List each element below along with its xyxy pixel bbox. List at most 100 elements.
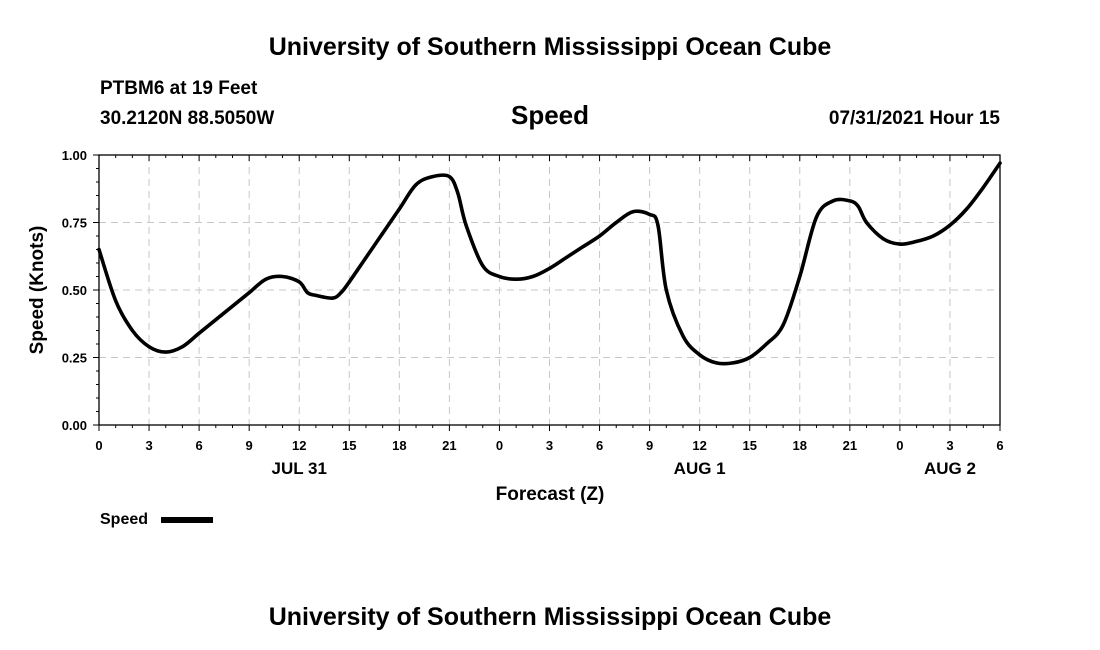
data-point <box>731 361 735 365</box>
data-point <box>247 291 251 295</box>
x-tick-label: 12 <box>292 438 306 453</box>
data-point <box>981 185 985 189</box>
x-tick-label: 6 <box>195 438 202 453</box>
data-point <box>130 328 134 333</box>
y-ticks: 0.00 0.25 0.50 0.75 1.00 <box>62 148 99 433</box>
data-point <box>856 204 860 208</box>
data-point <box>781 323 785 327</box>
x-tick-label: 21 <box>843 438 857 453</box>
x-tick-label: 18 <box>392 438 406 453</box>
y-tick-label: 1.00 <box>62 148 87 163</box>
x-tick-label: 6 <box>596 438 603 453</box>
data-point <box>305 291 310 295</box>
plot-frame <box>98 154 1001 426</box>
data-point <box>456 191 460 195</box>
series-layer <box>97 161 1002 366</box>
data-point <box>297 280 301 284</box>
data-point <box>447 175 451 179</box>
data-point <box>597 234 602 238</box>
data-point <box>898 242 902 246</box>
data-point <box>214 318 218 322</box>
data-point <box>364 256 368 260</box>
data-point <box>564 256 568 260</box>
x-tick-label: 21 <box>442 438 456 453</box>
x-tick-label: 15 <box>342 438 356 453</box>
x-tick-label: 0 <box>896 438 903 453</box>
data-point <box>481 264 485 268</box>
station-name: PTBM6 at 19 Feet <box>100 78 258 99</box>
data-point <box>230 304 235 308</box>
data-point <box>280 274 285 279</box>
data-point <box>614 220 618 225</box>
data-point <box>664 288 668 292</box>
day-label: AUG 2 <box>924 459 976 478</box>
data-point <box>965 207 969 211</box>
legend-label: Speed <box>100 511 148 528</box>
data-point <box>848 199 852 203</box>
data-point <box>497 274 502 279</box>
data-point <box>914 239 919 243</box>
data-point <box>681 334 685 338</box>
footer-title: University of Southern Mississippi Ocean… <box>269 603 832 631</box>
data-point <box>197 331 201 335</box>
data-point <box>831 199 835 203</box>
y-tick-label: 0.50 <box>62 283 87 298</box>
x-tick-label: 9 <box>646 438 653 453</box>
data-point <box>656 223 660 227</box>
data-point <box>948 223 952 227</box>
x-tick-label: 3 <box>546 438 553 453</box>
y-tick-label: 0.25 <box>62 351 87 366</box>
x-tick-label: 15 <box>742 438 756 453</box>
issued-time: 07/31/2021 Hour 15 <box>829 108 1001 129</box>
data-point <box>881 237 885 241</box>
data-point <box>164 350 168 354</box>
station-coords: 30.2120N 88.5050W <box>100 108 274 129</box>
data-point <box>581 245 585 249</box>
data-point <box>748 355 752 360</box>
data-point <box>314 293 318 297</box>
x-tick-label: 12 <box>692 438 706 453</box>
legend-swatch <box>161 517 213 523</box>
data-point <box>464 223 468 227</box>
data-point <box>147 345 151 349</box>
data-point <box>814 215 819 219</box>
day-labels: JUL 31 AUG 1 AUG 2 <box>271 459 975 478</box>
data-point <box>397 207 401 211</box>
data-point <box>514 277 518 281</box>
data-point <box>381 231 385 235</box>
data-point <box>339 291 343 295</box>
y-tick-label: 0.00 <box>62 418 87 433</box>
data-point <box>931 234 935 238</box>
x-tick-label: 3 <box>946 438 953 453</box>
data-point <box>347 280 351 284</box>
page-title: University of Southern Mississippi Ocean… <box>269 33 832 61</box>
day-label: AUG 1 <box>674 459 726 478</box>
data-point <box>414 183 418 187</box>
data-point <box>631 210 635 214</box>
x-axis-label: Forecast (Z) <box>496 484 605 505</box>
x-tick-label: 6 <box>996 438 1003 453</box>
data-point <box>180 345 185 349</box>
data-point <box>431 175 435 179</box>
data-point <box>648 212 652 216</box>
data-point <box>531 274 535 279</box>
data-point <box>330 296 335 300</box>
y-tick-label: 0.75 <box>62 216 87 231</box>
data-point <box>764 342 769 346</box>
data-point <box>864 220 869 225</box>
y-axis-label: Speed (Knots) <box>27 226 48 355</box>
grid-lines <box>99 155 1000 425</box>
x-tick-label: 9 <box>246 438 253 453</box>
x-tick-label: 0 <box>95 438 102 453</box>
x-tick-label: 3 <box>145 438 152 453</box>
data-point <box>698 353 702 357</box>
variable-title: Speed <box>511 100 589 130</box>
x-tick-label: 0 <box>496 438 503 453</box>
data-point <box>264 277 268 281</box>
data-point <box>798 274 802 279</box>
day-label: JUL 31 <box>271 459 326 478</box>
data-point <box>714 361 718 365</box>
x-tick-label: 18 <box>793 438 807 453</box>
data-point <box>547 266 552 270</box>
